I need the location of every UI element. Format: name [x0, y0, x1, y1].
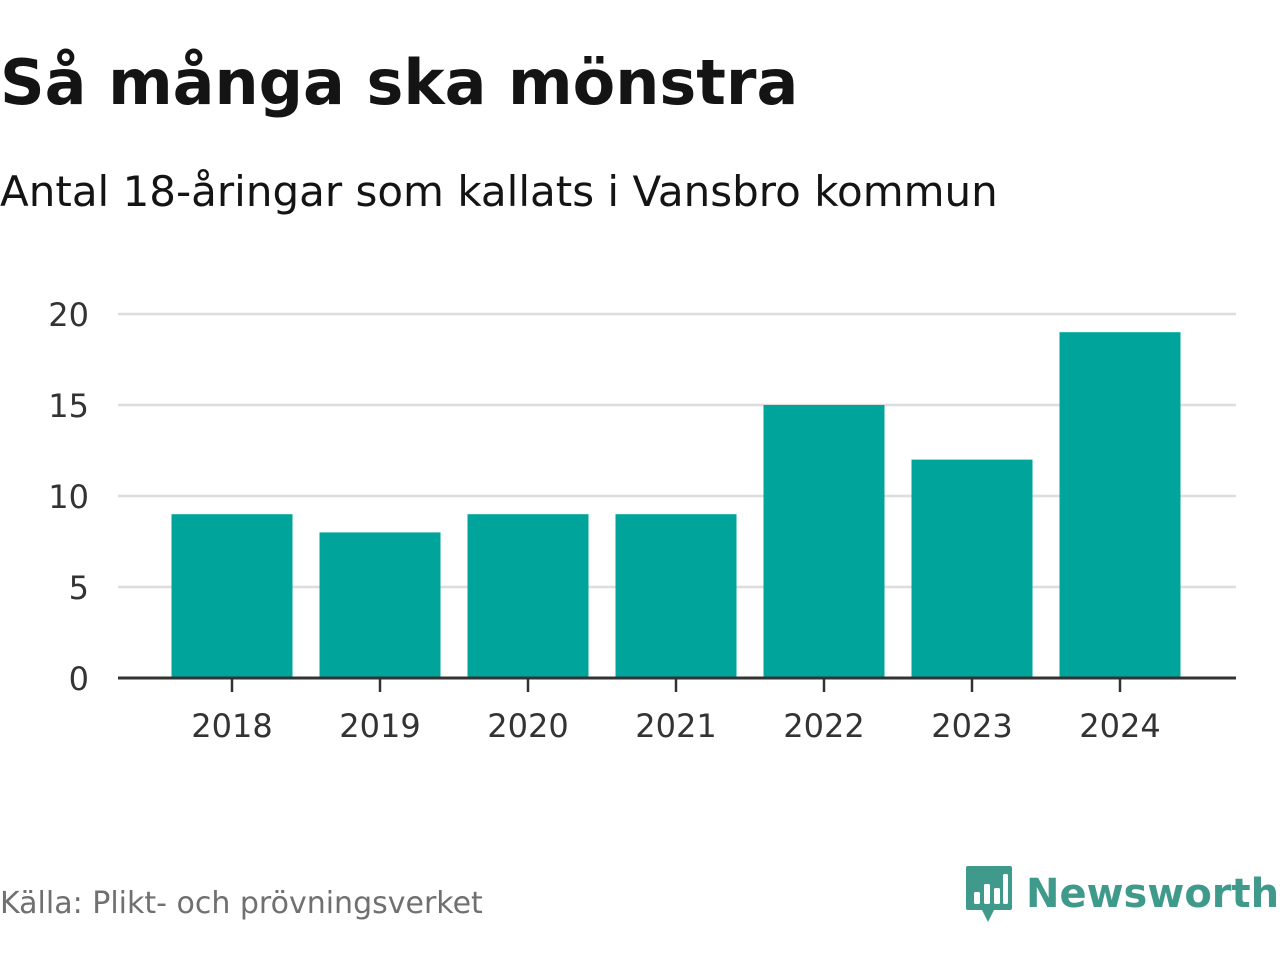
bar-2022: [763, 405, 885, 678]
x-tick-label: 2024: [1079, 707, 1160, 745]
bar-2024: [1059, 332, 1181, 678]
x-tick-label: 2018: [191, 707, 272, 745]
chart-subtitle: Antal 18-åringar som kallats i Vansbro k…: [0, 167, 998, 216]
brand-name: Newsworthy: [1026, 871, 1280, 917]
y-tick-label: 15: [48, 387, 89, 425]
x-tick-label: 2019: [339, 707, 420, 745]
bar-chart-speech-bubble-icon: [966, 866, 1012, 922]
x-tick-label: 2023: [931, 707, 1012, 745]
bar-chart: 0 5 10 15 20 2018 2019 2020 2021 2022 2023 2024: [48, 296, 1236, 745]
y-tick-label: 20: [48, 296, 89, 334]
bar-2021: [615, 514, 737, 678]
bars: [171, 332, 1181, 678]
y-tick-label: 0: [69, 660, 89, 698]
bar-2019: [319, 532, 441, 678]
newsworthy-logo: Newsworthy: [964, 864, 1280, 924]
source-note: Källa: Plikt- och prövningsverket: [0, 886, 483, 921]
bar-2023: [911, 459, 1033, 678]
chart-title: Så många ska mönstra: [0, 46, 799, 119]
x-tick-label: 2022: [783, 707, 864, 745]
x-tick-label: 2020: [487, 707, 568, 745]
x-axis-ticks: 2018 2019 2020 2021 2022 2023 2024: [191, 678, 1161, 745]
x-tick-label: 2021: [635, 707, 716, 745]
y-tick-label: 10: [48, 478, 89, 516]
bar-2018: [171, 514, 293, 678]
y-axis-ticks: 0 5 10 15 20: [48, 296, 89, 698]
bar-2020: [467, 514, 589, 678]
y-tick-label: 5: [69, 569, 89, 607]
